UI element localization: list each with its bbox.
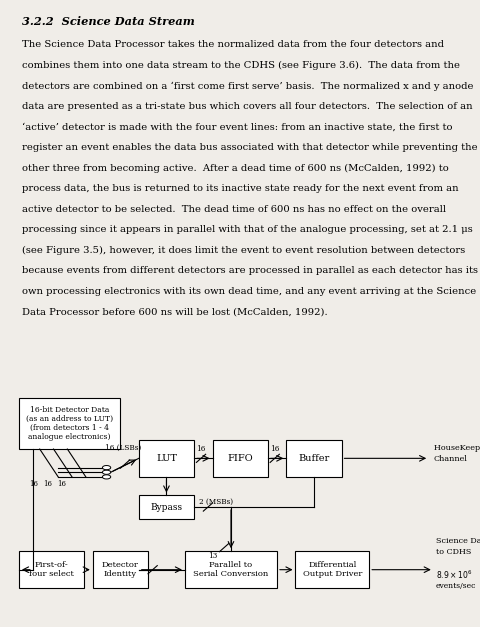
Text: 16-bit Detector Data
(as an address to LUT)
(from detectors 1 - 4
analogue elect: 16-bit Detector Data (as an address to L… [26,406,113,441]
Text: The Science Data Processor takes the normalized data from the four detectors and: The Science Data Processor takes the nor… [22,40,444,49]
Text: FIFO: FIFO [228,454,253,463]
Text: 16: 16 [196,445,206,453]
Text: active detector to be selected.  The dead time of 600 ns has no effect on the ov: active detector to be selected. The dead… [22,204,445,214]
Circle shape [102,470,111,475]
Text: Data Processor before 600 ns will be lost (McCalden, 1992).: Data Processor before 600 ns will be los… [22,307,327,317]
FancyBboxPatch shape [296,551,369,588]
Text: register an event enables the data bus associated with that detector while preve: register an event enables the data bus a… [22,143,477,152]
Text: 16: 16 [270,445,279,453]
Text: HouseKeeping (HK)
Channel: HouseKeeping (HK) Channel [434,445,480,463]
Text: 16: 16 [43,480,52,488]
Text: data are presented as a tri-state bus which covers all four detectors.  The sele: data are presented as a tri-state bus wh… [22,102,472,111]
FancyBboxPatch shape [139,495,194,519]
Text: own processing electronics with its own dead time, and any event arriving at the: own processing electronics with its own … [22,287,476,296]
Text: combines them into one data stream to the CDHS (see Figure 3.6).  The data from : combines them into one data stream to th… [22,61,460,70]
Text: 3.2.2  Science Data Stream: 3.2.2 Science Data Stream [22,16,194,28]
Text: (see Figure 3.5), however, it does limit the event to event resolution between d: (see Figure 3.5), however, it does limit… [22,246,465,255]
Text: Parallel to
Serial Conversion: Parallel to Serial Conversion [193,561,269,578]
Text: Bypass: Bypass [150,503,182,512]
Text: Science Data
to CDHS: Science Data to CDHS [436,537,480,556]
Text: LUT: LUT [156,454,177,463]
Text: detectors are combined on a ‘first come first serve’ basis.  The normalized x an: detectors are combined on a ‘first come … [22,82,473,90]
Text: ‘active’ detector is made with the four event lines: from an inactive state, the: ‘active’ detector is made with the four … [22,122,452,132]
Text: 2 (MSBs): 2 (MSBs) [199,498,233,506]
Text: Detector
Identity: Detector Identity [102,561,139,578]
Text: Differential
Output Driver: Differential Output Driver [303,561,362,578]
Text: events/sec: events/sec [436,582,477,590]
Text: because events from different detectors are processed in parallel as each detect: because events from different detectors … [22,266,478,275]
Text: 16: 16 [57,480,66,488]
Text: 16 (LSBs): 16 (LSBs) [105,443,141,451]
FancyBboxPatch shape [185,551,277,588]
Circle shape [102,465,111,470]
FancyBboxPatch shape [286,440,342,477]
Text: First-of-
four select: First-of- four select [29,561,74,578]
FancyBboxPatch shape [213,440,268,477]
Text: other three from becoming active.  After a dead time of 600 ns (McCalden, 1992) : other three from becoming active. After … [22,164,448,172]
Text: process data, the bus is returned to its inactive state ready for the next event: process data, the bus is returned to its… [22,184,458,193]
FancyBboxPatch shape [139,440,194,477]
FancyBboxPatch shape [19,551,84,588]
FancyBboxPatch shape [19,398,120,449]
Text: $8.9 \times 10^6$: $8.9 \times 10^6$ [436,568,472,581]
Text: 13: 13 [208,552,217,561]
Text: Buffer: Buffer [298,454,330,463]
Circle shape [102,475,111,479]
Text: processing since it appears in parallel with that of the analogue processing, se: processing since it appears in parallel … [22,225,472,234]
Text: 16: 16 [29,480,38,488]
FancyBboxPatch shape [93,551,148,588]
